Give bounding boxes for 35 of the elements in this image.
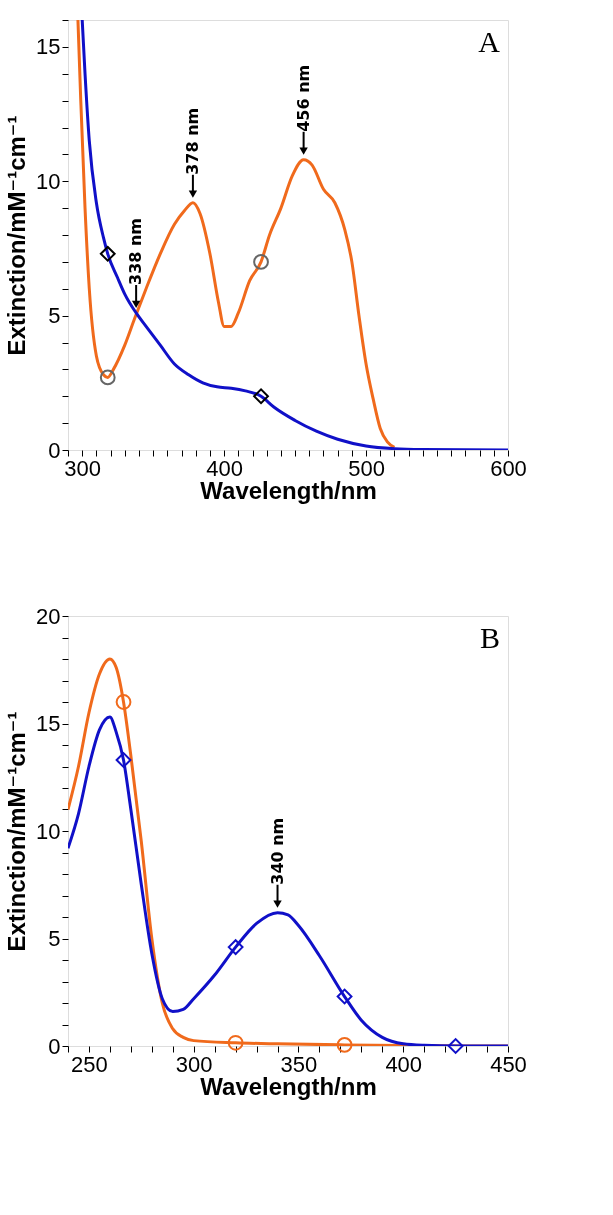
x-tick-label: 300 xyxy=(64,455,102,481)
y-tick-label: 5 xyxy=(48,303,61,329)
annotation: 378 nm xyxy=(182,107,202,175)
y-tick-label: 0 xyxy=(48,437,61,463)
y-tick-label: 15 xyxy=(36,711,61,736)
x-tick-label: 450 xyxy=(490,1051,527,1077)
line-series xyxy=(76,20,396,449)
y-tick-label: 5 xyxy=(48,926,61,951)
y-tick-label: 10 xyxy=(36,818,61,844)
line-series xyxy=(80,20,508,450)
annotation: 338 nm xyxy=(126,217,146,285)
y-tick-label: 20 xyxy=(36,603,61,629)
point xyxy=(447,1038,464,1054)
point xyxy=(336,1037,353,1053)
annotation: 340 nm xyxy=(267,817,287,885)
point xyxy=(99,369,116,386)
point xyxy=(336,988,353,1005)
x-tick-label: 400 xyxy=(385,1051,423,1077)
point xyxy=(115,694,132,710)
x-tick-label: 250 xyxy=(71,1051,108,1077)
y-axis-title: Extinction/mM⁻¹cm⁻¹ xyxy=(3,115,31,356)
point xyxy=(253,254,269,270)
point xyxy=(227,1034,244,1051)
x-tick-label: 600 xyxy=(490,455,527,481)
point xyxy=(227,939,244,955)
y-tick-label: 0 xyxy=(48,1033,61,1059)
annotation: B xyxy=(479,621,500,654)
point xyxy=(115,752,132,768)
y-tick-label: 15 xyxy=(36,34,61,60)
point xyxy=(253,388,269,405)
annotation: 456 nm xyxy=(293,64,313,132)
y-axis-title: Extinction/mM⁻¹cm⁻¹ xyxy=(3,711,31,952)
y-tick-label: 10 xyxy=(36,168,61,194)
annotation: A xyxy=(478,25,501,58)
point xyxy=(99,245,116,262)
